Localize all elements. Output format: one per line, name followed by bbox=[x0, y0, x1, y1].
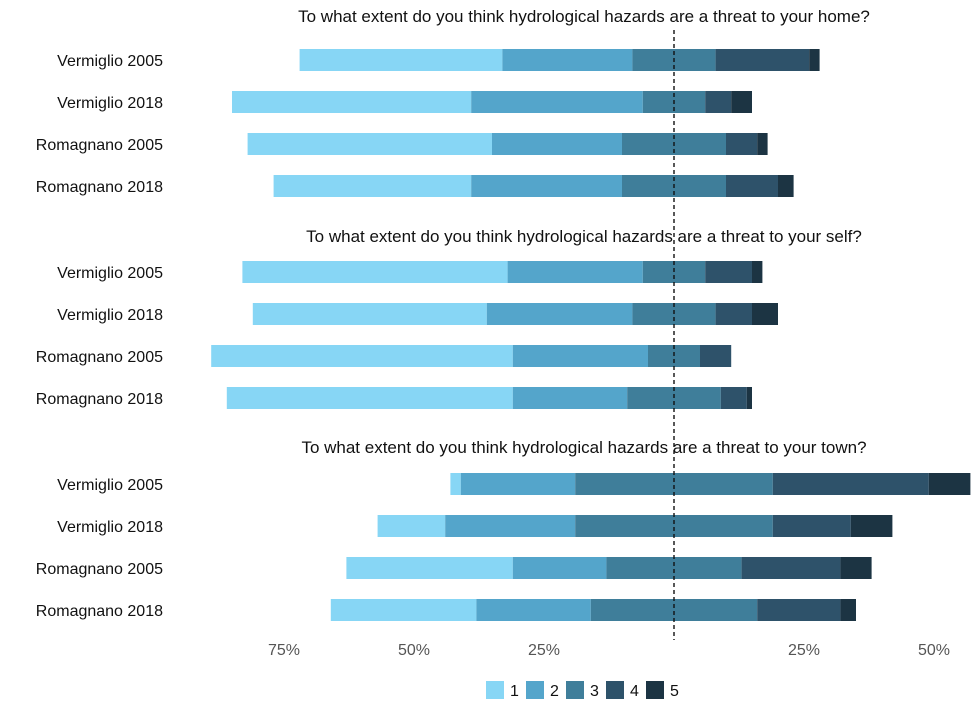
segment-level-5 bbox=[752, 303, 778, 325]
row-label: Vermiglio 2018 bbox=[57, 307, 163, 324]
row-label: Romagnano 2005 bbox=[36, 561, 163, 578]
segment-level-4 bbox=[772, 473, 929, 495]
segment-level-2 bbox=[492, 133, 622, 155]
segment-level-2 bbox=[507, 261, 643, 283]
legend: 1 2 3 4 5 bbox=[486, 681, 679, 700]
legend-swatch-1 bbox=[486, 681, 504, 699]
x-tick-label: 25% bbox=[528, 642, 560, 659]
segment-level-1 bbox=[450, 473, 461, 495]
segment-level-1 bbox=[232, 91, 472, 113]
x-tick-label: 75% bbox=[268, 642, 300, 659]
row-label: Vermiglio 2018 bbox=[57, 519, 163, 536]
legend-swatch-2 bbox=[526, 681, 544, 699]
segment-level-2 bbox=[471, 175, 622, 197]
segment-level-4 bbox=[757, 599, 841, 621]
segment-level-5 bbox=[840, 599, 856, 621]
segment-level-4 bbox=[772, 515, 851, 537]
legend-label-4: 4 bbox=[630, 683, 639, 700]
segment-level-4 bbox=[726, 133, 758, 155]
segment-level-5 bbox=[850, 515, 893, 537]
legend-swatch-4 bbox=[606, 681, 624, 699]
row-label: Romagnano 2018 bbox=[36, 603, 163, 620]
segment-level-1 bbox=[211, 345, 513, 367]
segment-level-2 bbox=[486, 303, 633, 325]
segment-level-3 bbox=[575, 515, 773, 537]
segment-level-4 bbox=[705, 261, 752, 283]
segment-level-2 bbox=[445, 515, 576, 537]
segment-level-2 bbox=[512, 345, 648, 367]
segment-level-4 bbox=[715, 49, 810, 71]
legend-label-5: 5 bbox=[670, 683, 679, 700]
segment-level-1 bbox=[330, 599, 477, 621]
segment-level-1 bbox=[242, 261, 508, 283]
segment-level-2 bbox=[512, 557, 607, 579]
segment-level-5 bbox=[778, 175, 794, 197]
segment-level-2 bbox=[512, 387, 628, 409]
segment-level-1 bbox=[299, 49, 503, 71]
row-label: Romagnano 2005 bbox=[36, 349, 163, 366]
panel-title: To what extent do you think hydrological… bbox=[301, 438, 866, 457]
segment-level-5 bbox=[752, 261, 763, 283]
segment-level-5 bbox=[928, 473, 971, 495]
segment-level-4 bbox=[700, 345, 732, 367]
legend-swatch-3 bbox=[566, 681, 584, 699]
row-label: Romagnano 2018 bbox=[36, 391, 163, 408]
segment-level-3 bbox=[606, 557, 742, 579]
segment-level-4 bbox=[705, 91, 732, 113]
segment-level-4 bbox=[741, 557, 841, 579]
segment-level-5 bbox=[809, 49, 820, 71]
panel-3: To what extent do you think hydrological… bbox=[36, 438, 971, 621]
segment-level-3 bbox=[590, 599, 758, 621]
legend-label-2: 2 bbox=[550, 683, 559, 700]
segment-level-3 bbox=[575, 473, 773, 495]
segment-level-5 bbox=[840, 557, 872, 579]
row-label: Vermiglio 2005 bbox=[57, 53, 163, 70]
segment-level-2 bbox=[476, 599, 591, 621]
segment-level-4 bbox=[726, 175, 778, 197]
segment-level-4 bbox=[715, 303, 752, 325]
segment-level-2 bbox=[502, 49, 633, 71]
panel-title: To what extent do you think hydrological… bbox=[306, 227, 862, 246]
segment-level-1 bbox=[252, 303, 487, 325]
legend-label-1: 1 bbox=[510, 683, 519, 700]
segment-level-1 bbox=[226, 387, 513, 409]
x-tick-label: 50% bbox=[918, 642, 950, 659]
segment-level-2 bbox=[471, 91, 643, 113]
row-label: Vermiglio 2005 bbox=[57, 477, 163, 494]
panel-title: To what extent do you think hydrological… bbox=[298, 7, 870, 26]
legend-swatch-5 bbox=[646, 681, 664, 699]
x-tick-label: 25% bbox=[788, 642, 820, 659]
segment-level-1 bbox=[377, 515, 446, 537]
segment-level-1 bbox=[247, 133, 492, 155]
segment-level-5 bbox=[757, 133, 768, 155]
row-label: Vermiglio 2005 bbox=[57, 265, 163, 282]
panel-2: To what extent do you think hydrological… bbox=[36, 227, 862, 409]
row-label: Romagnano 2005 bbox=[36, 137, 163, 154]
row-label: Vermiglio 2018 bbox=[57, 95, 163, 112]
segment-level-1 bbox=[273, 175, 472, 197]
segment-level-1 bbox=[346, 557, 513, 579]
segment-level-5 bbox=[746, 387, 752, 409]
x-tick-label: 50% bbox=[398, 642, 430, 659]
legend-label-3: 3 bbox=[590, 683, 599, 700]
segment-level-2 bbox=[460, 473, 576, 495]
panel-1: To what extent do you think hydrological… bbox=[36, 7, 870, 197]
row-label: Romagnano 2018 bbox=[36, 179, 163, 196]
segment-level-4 bbox=[720, 387, 747, 409]
segment-level-5 bbox=[731, 91, 752, 113]
